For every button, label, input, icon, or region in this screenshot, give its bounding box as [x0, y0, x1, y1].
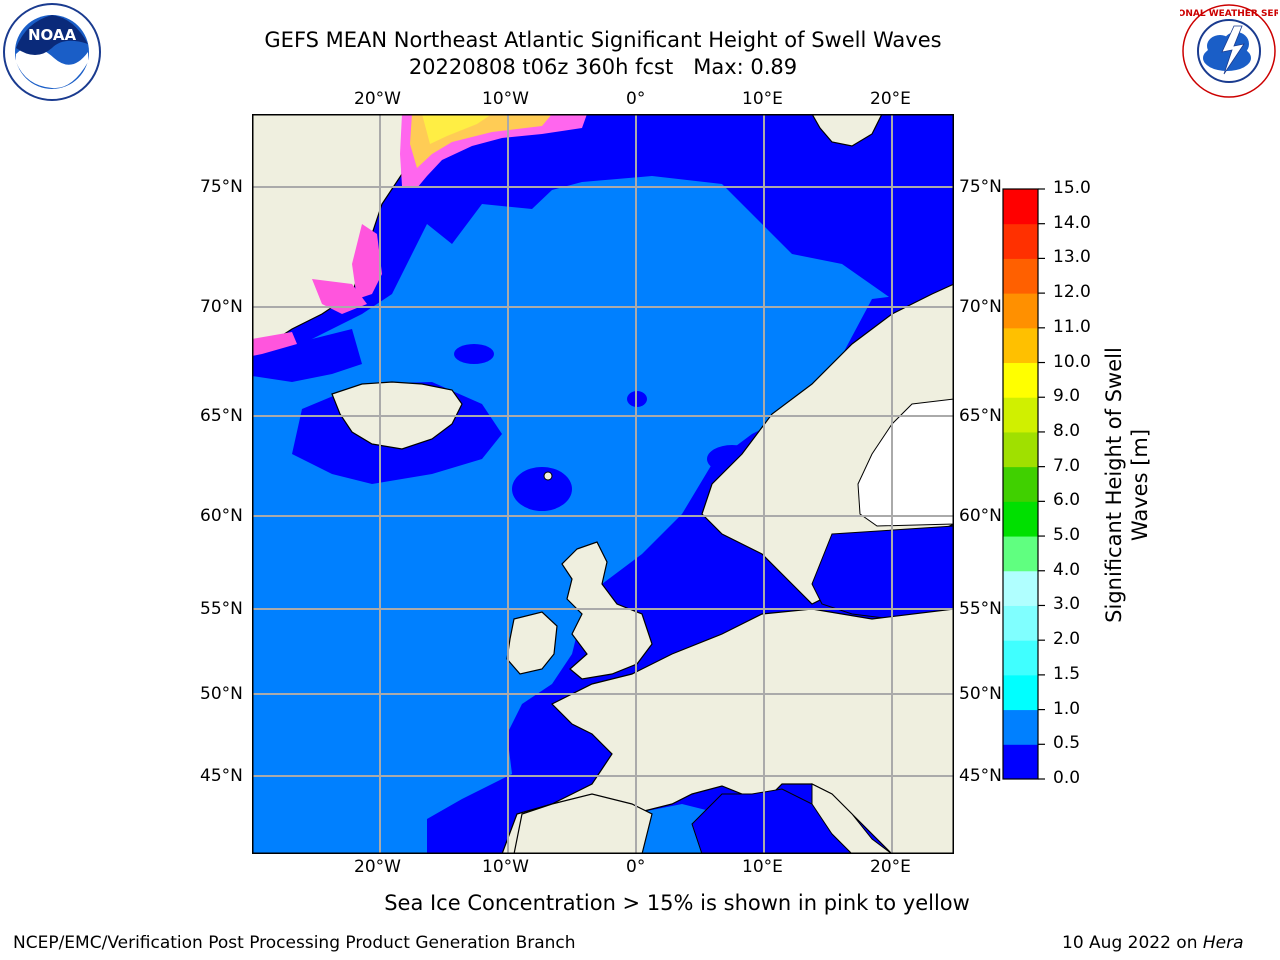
colorbar-swatch [1003, 709, 1038, 745]
iberia-land [513, 793, 653, 854]
colorbar-tick-label: 11.0 [1053, 316, 1091, 337]
colorbar-tick-label: 14.0 [1053, 212, 1091, 233]
colorbar-swatch [1003, 674, 1038, 711]
colorbar [1002, 188, 1045, 780]
lon-label-bottom: 20°W [354, 857, 401, 877]
svalbard-land [811, 114, 883, 147]
colorbar-tick-label: 15.0 [1053, 178, 1091, 198]
lat-label-right: 70°N [959, 297, 1002, 317]
colorbar-swatch [1003, 223, 1038, 259]
colorbar-tick-label: 8.0 [1053, 420, 1081, 441]
map-title: GEFS MEAN Northeast Atlantic Significant… [264, 28, 942, 52]
colorbar-swatch [1003, 536, 1038, 572]
lon-label-bottom: 10°E [742, 857, 783, 877]
colorbar-swatch [1003, 640, 1038, 676]
colorbar-swatch [1003, 293, 1038, 329]
lat-label-left: 55°N [200, 599, 243, 619]
lon-label-bottom: 10°W [482, 857, 529, 877]
colorbar-tick-label: 1.5 [1053, 663, 1081, 684]
lat-label-left: 70°N [200, 297, 243, 317]
mediterranean-sea [691, 788, 853, 854]
lat-label-right: 65°N [959, 406, 1002, 426]
colorbar-tick-label: 6.0 [1053, 490, 1081, 511]
noaa-logo: NOAA [2, 2, 102, 102]
colorbar-swatch [1003, 605, 1038, 641]
map-subtitle: 20220808 t06z 360h fcst Max: 0.89 [408, 55, 798, 79]
great-britain-land [561, 541, 653, 680]
gulf-of-bothnia [857, 398, 954, 527]
colorbar-tick-label: 4.0 [1053, 559, 1081, 580]
colorbar-tick-label: 0.0 [1053, 768, 1081, 788]
colorbar-swatch [1003, 258, 1038, 294]
lat-label-right: 45°N [959, 766, 1002, 786]
lat-label-left: 75°N [200, 177, 243, 197]
colorbar-tick-label: 2.0 [1053, 629, 1081, 650]
baltic-sea [811, 525, 954, 620]
lon-label-top: 20°W [354, 89, 401, 109]
colorbar-swatch [1003, 466, 1038, 502]
lat-label-right: 60°N [959, 506, 1002, 526]
graticule [252, 114, 954, 854]
sea-ice [252, 114, 587, 356]
noaa-logo-text: NOAA [28, 26, 77, 44]
faroe-islands [543, 471, 553, 481]
lat-label-left: 50°N [200, 684, 243, 704]
lat-label-right: 50°N [959, 684, 1002, 704]
lat-label-left: 65°N [200, 406, 243, 426]
colorbar-swatch [1003, 431, 1038, 468]
colorbar-swatch [1003, 327, 1038, 364]
lon-label-bottom: 0° [626, 857, 646, 877]
lat-label-left: 45°N [200, 766, 243, 786]
lat-label-left: 60°N [200, 506, 243, 526]
colorbar-tick-label: 1.0 [1053, 698, 1081, 719]
colorbar-swatch [1003, 189, 1038, 225]
colorbar-tick-label: 7.0 [1053, 455, 1081, 476]
lat-label-right: 75°N [959, 177, 1002, 197]
colorbar-swatch [1003, 397, 1038, 433]
swell-height-map [252, 114, 954, 854]
credit-text: NCEP/EMC/Verification Post Processing Pr… [13, 933, 576, 953]
date-stamp: 10 Aug 2022 on Hera [1062, 933, 1244, 953]
colorbar-tick-label: 3.0 [1053, 594, 1081, 615]
lon-label-top: 0° [626, 89, 646, 109]
colorbar-tick-label: 5.0 [1053, 525, 1081, 546]
sea-ice-note: Sea Ice Concentration > 15% is shown in … [384, 891, 970, 915]
nws-logo-text: NATIONAL WEATHER SERVICE [1180, 9, 1278, 19]
nws-logo: NATIONAL WEATHER SERVICE [1154, 2, 1280, 100]
lat-label-right: 55°N [959, 599, 1002, 619]
host-name: Hera [1202, 933, 1244, 953]
colorbar-swatch [1003, 362, 1038, 398]
colorbar-title: Significant Height of Swell Waves [m] [1102, 347, 1152, 623]
colorbar-tick-label: 10.0 [1053, 351, 1091, 372]
lon-label-top: 10°E [742, 89, 783, 109]
colorbar-swatch [1003, 501, 1038, 537]
colorbar-tick-label: 12.0 [1053, 282, 1091, 303]
colorbar-swatch [1003, 744, 1038, 780]
colorbar-swatch [1003, 570, 1038, 606]
colorbar-tick-label: 9.0 [1053, 386, 1081, 407]
lon-label-top: 10°W [482, 89, 529, 109]
lon-label-top: 20°E [870, 89, 911, 109]
map-frame [252, 114, 954, 854]
colorbar-tick-label: 0.5 [1053, 733, 1081, 754]
colorbar-tick-label: 13.0 [1053, 247, 1091, 268]
lon-label-bottom: 20°E [870, 857, 911, 877]
